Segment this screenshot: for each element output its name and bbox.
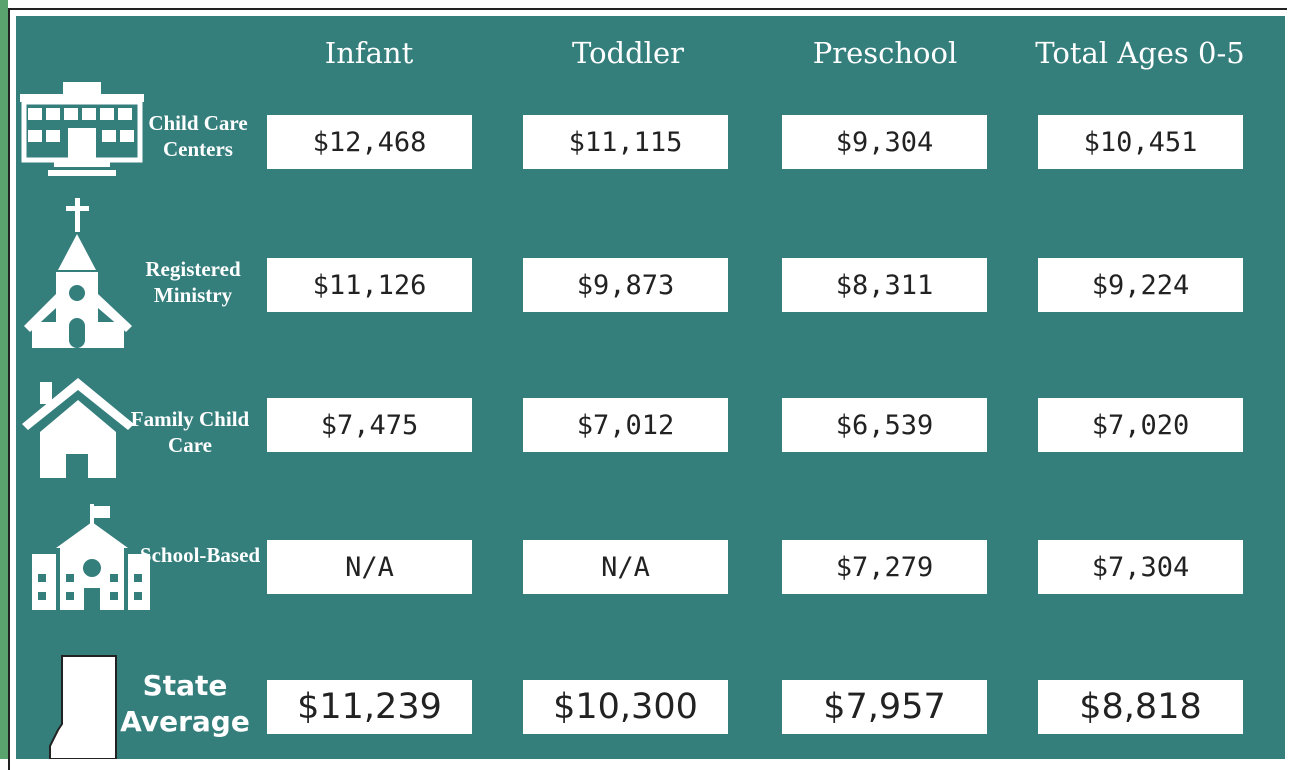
- value-cell: $7,475: [267, 398, 472, 452]
- column-header: Toddler: [572, 36, 684, 70]
- row-label: State Average: [120, 669, 250, 738]
- icon-church: [24, 198, 132, 348]
- row-label: Child Care Centers: [148, 111, 248, 161]
- value-cell: $7,957: [782, 680, 987, 734]
- side-strip: [0, 0, 8, 759]
- icon-indiana: [49, 655, 117, 759]
- value-cell: $11,126: [267, 258, 472, 312]
- value-cell: $8,311: [782, 258, 987, 312]
- value-cell: $6,539: [782, 398, 987, 452]
- value-cell: $12,468: [267, 115, 472, 169]
- row-label: School-Based: [139, 543, 261, 567]
- value-cell: $11,115: [523, 115, 728, 169]
- value-cell: $9,873: [523, 258, 728, 312]
- value-cell: $9,224: [1038, 258, 1243, 312]
- icon-school: [32, 504, 150, 610]
- value-cell: $10,451: [1038, 115, 1243, 169]
- column-header: Preschool: [812, 36, 958, 70]
- value-cell: N/A: [267, 540, 472, 594]
- value-cell: $7,279: [782, 540, 987, 594]
- icon-center: [20, 82, 144, 176]
- value-cell: $7,304: [1038, 540, 1243, 594]
- value-cell: $8,818: [1038, 680, 1243, 734]
- value-cell: $11,239: [267, 680, 472, 734]
- value-cell: $10,300: [523, 680, 728, 734]
- value-cell: $9,304: [782, 115, 987, 169]
- icon-house: [22, 378, 134, 478]
- value-cell: $7,020: [1038, 398, 1243, 452]
- column-header: Infant: [324, 36, 414, 70]
- column-header: Total Ages 0-5: [1035, 36, 1245, 70]
- row-label: Registered Ministry: [145, 257, 241, 307]
- row-label: Family Child Care: [130, 407, 250, 457]
- value-cell: N/A: [523, 540, 728, 594]
- value-cell: $7,012: [523, 398, 728, 452]
